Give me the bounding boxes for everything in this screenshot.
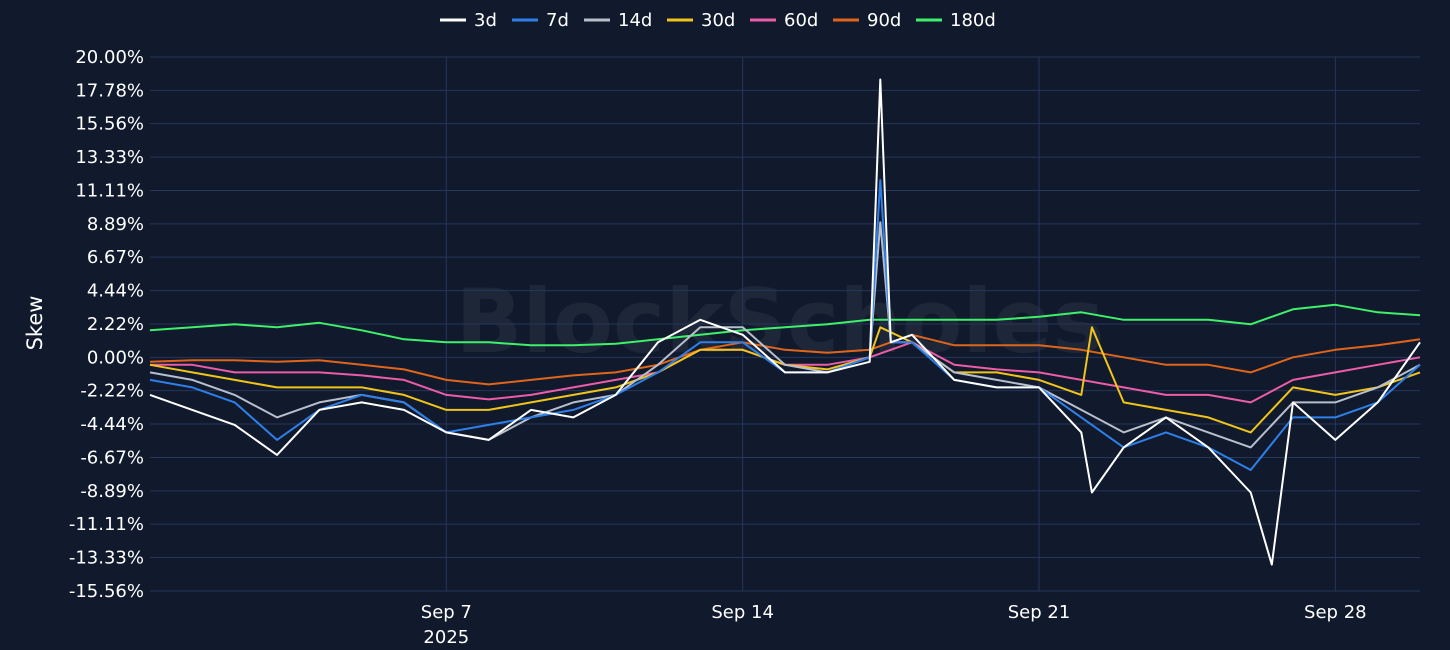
grid [150,56,1420,592]
legend-item-60d: 60d [750,10,818,31]
legend-label-3d: 3d [474,10,497,31]
y-tick-label: 8.89% [87,214,144,235]
y-axis: 20.00% 17.78% 15.56% 13.33% 11.11% 8.89% 6.67%… [69,47,144,602]
series-line-180d [149,303,1421,347]
y-tick-label: -8.89% [80,481,144,502]
series-line-30d [149,326,1421,434]
legend-item-180d: 180d [916,10,996,31]
x-axis: Sep 7 2025 Sep 14 Sep 21 Sep 28 [421,602,1367,648]
legend-item-3d: 3d [440,10,497,31]
y-tick-label: 13.33% [75,147,144,168]
legend-label-60d: 60d [784,10,818,31]
y-tick-label: -4.44% [80,414,144,435]
y-tick-label: -11.11% [69,514,144,535]
y-tick-label: 4.44% [87,281,144,302]
y-tick-label: -6.67% [80,448,144,469]
legend-item-90d: 90d [833,10,901,31]
y-tick-label: 2.22% [87,314,144,335]
legend-label-180d: 180d [950,10,996,31]
y-tick-label: 11.11% [75,181,144,202]
series-line-90d [149,333,1421,386]
y-tick-label: -13.33% [69,548,144,569]
legend-item-14d: 14d [584,10,652,31]
legend-item-30d: 30d [667,10,735,31]
series-layer [149,78,1421,566]
series-line-3d [149,78,1421,566]
x-tick-label: Sep 21 [1008,602,1071,623]
y-tick-label: -2.22% [80,381,144,402]
x-tick-label: Sep 14 [711,602,774,623]
legend-label-14d: 14d [618,10,652,31]
x-tick-sublabel: 2025 [423,627,469,648]
legend-label-90d: 90d [867,10,901,31]
x-tick-label: Sep 7 [421,602,472,623]
y-tick-label: 0.00% [87,347,144,368]
legend-label-7d: 7d [546,10,569,31]
x-tick-label: Sep 28 [1304,602,1367,623]
y-tick-label: 20.00% [75,47,144,68]
y-tick-label: 15.56% [75,114,144,135]
y-tick-label: 17.78% [75,80,144,101]
legend: 3d 7d 14d 30d 60d 90d 180d [440,10,996,31]
watermark-text: BlockScholes [455,270,1104,373]
legend-item-7d: 7d [512,10,569,31]
y-tick-label: -15.56% [69,581,144,602]
y-axis-title: Skew [23,296,47,351]
legend-label-30d: 30d [701,10,735,31]
y-tick-label: 6.67% [87,247,144,268]
